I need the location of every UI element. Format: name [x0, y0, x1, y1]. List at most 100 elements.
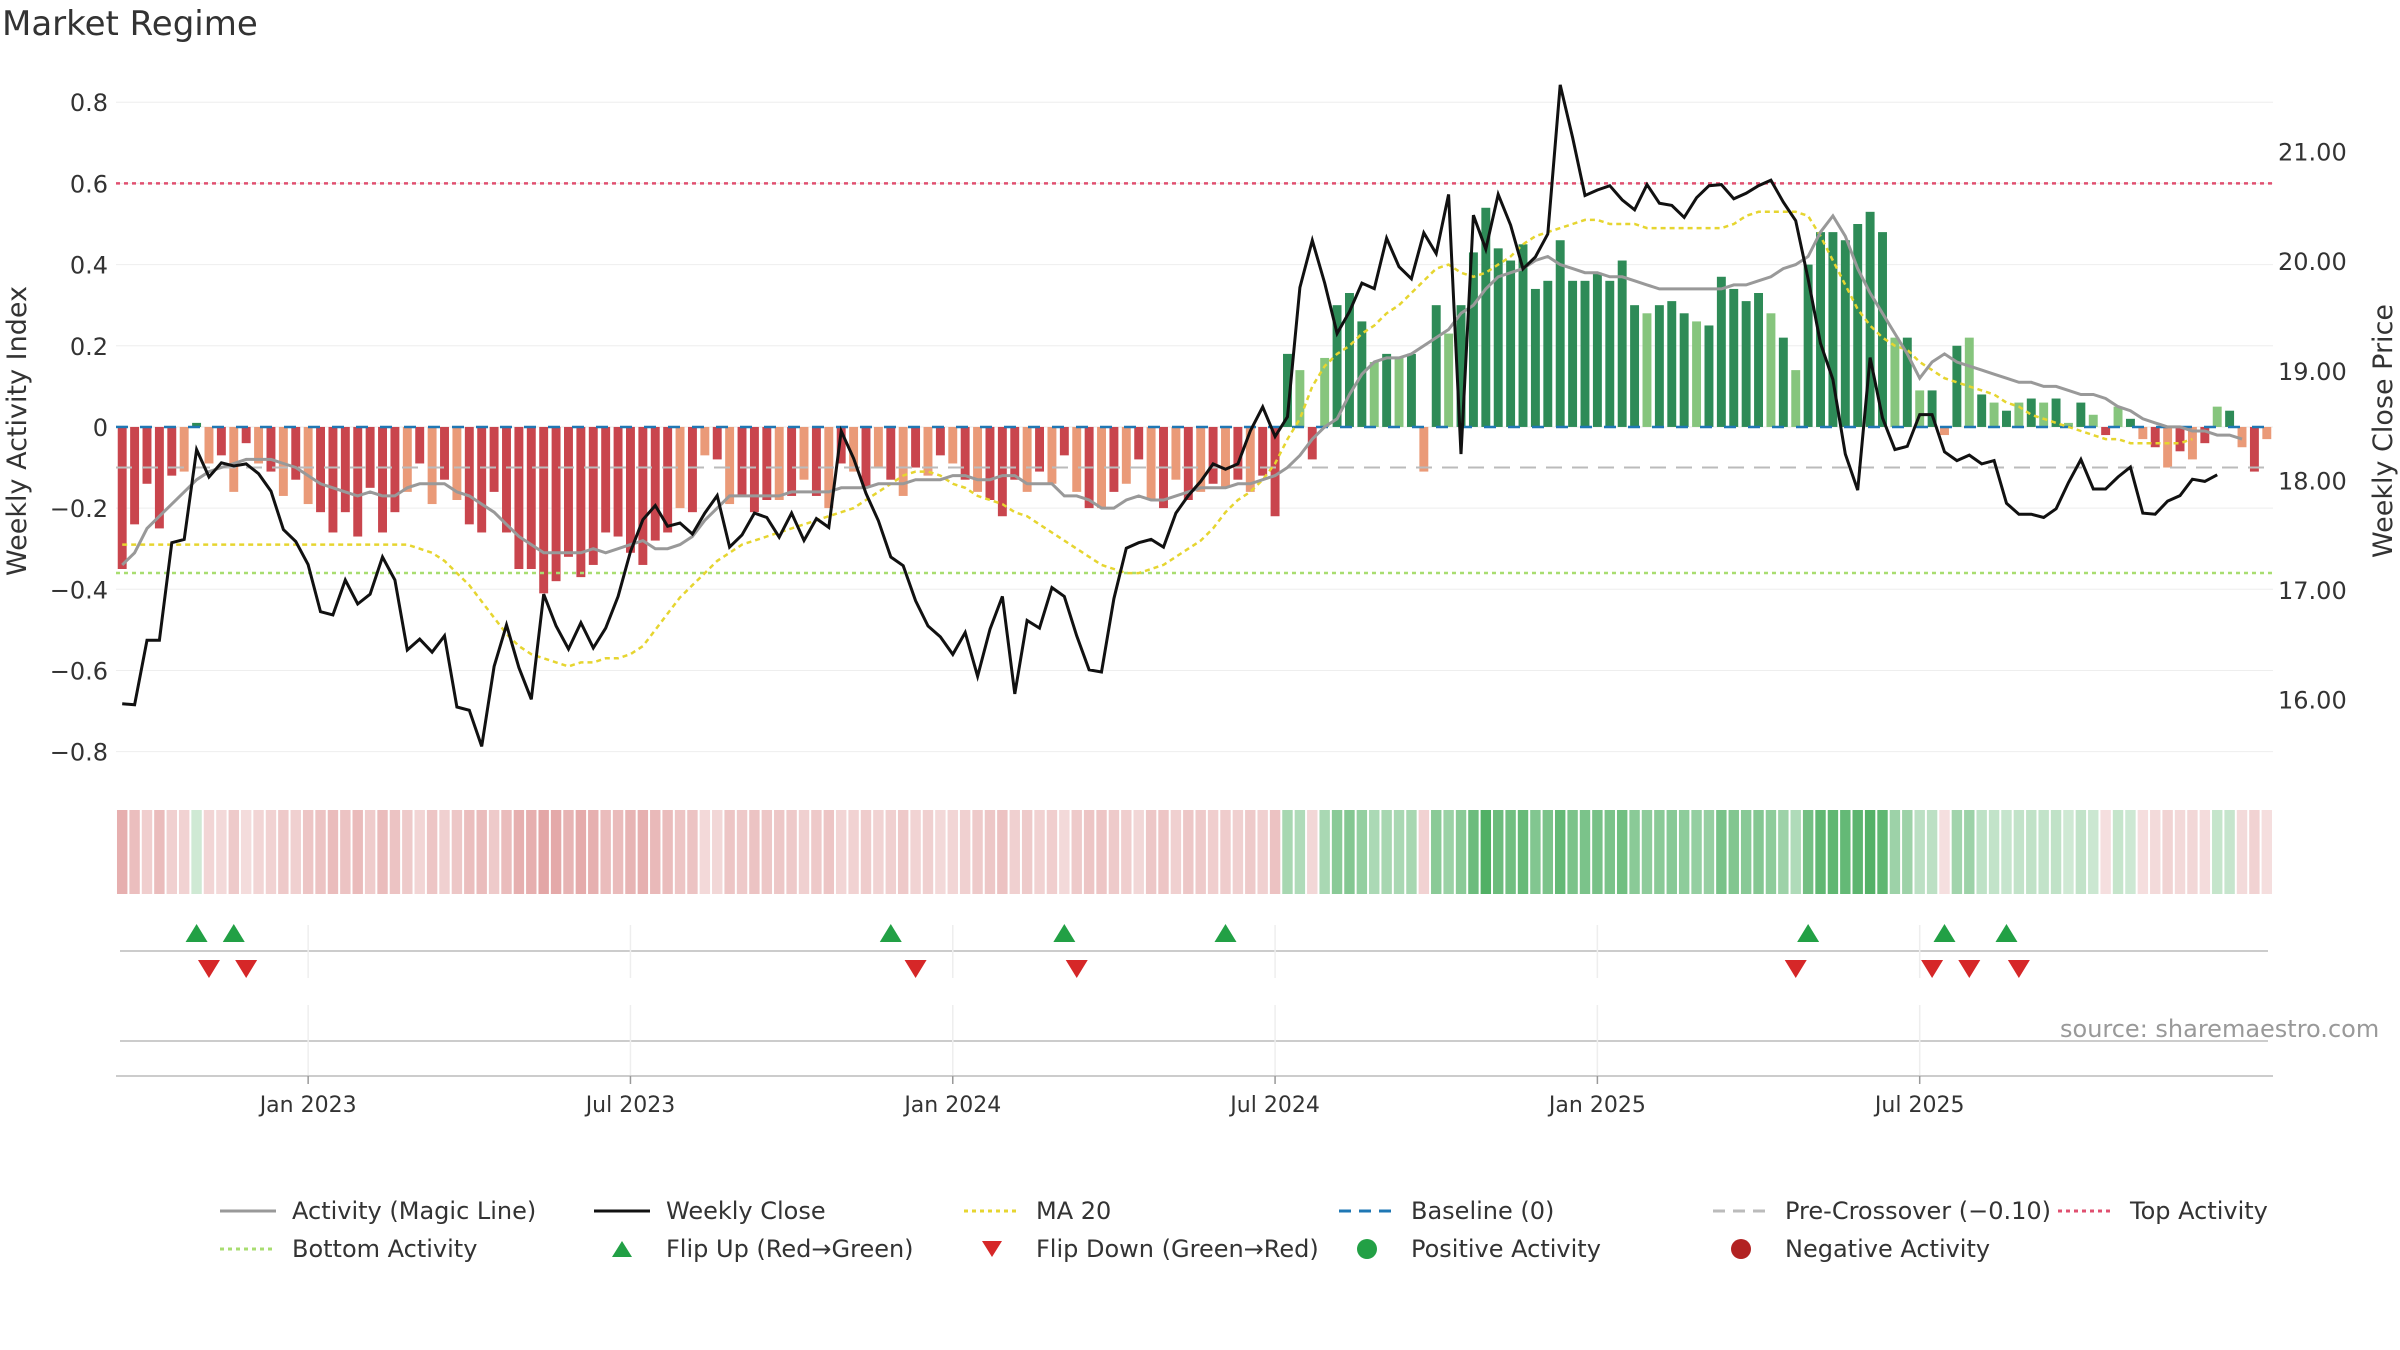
activity-bar — [1989, 402, 1999, 427]
heat-cell — [2088, 810, 2099, 894]
heat-cell — [166, 810, 177, 894]
activity-bar — [675, 426, 685, 509]
heat-cell — [1344, 810, 1355, 894]
heat-cell — [2038, 810, 2049, 894]
activity-bar — [1902, 337, 1912, 427]
heat-cell — [1183, 810, 1194, 894]
y-tick-left: 0.6 — [70, 170, 108, 198]
activity-bar — [216, 426, 226, 456]
flip-down-marker — [1921, 960, 1944, 978]
activity-bar — [1580, 280, 1590, 427]
chart-title: Market Regime — [2, 4, 258, 44]
legend-item: Pre-Crossover (−0.10) — [1711, 1197, 2051, 1225]
heat-cell — [798, 810, 810, 894]
heat-cell — [1802, 810, 1814, 894]
heat-cell — [637, 810, 649, 894]
activity-bar — [601, 426, 611, 533]
heat-cell — [1877, 810, 1888, 894]
y-tick-left: 0.4 — [70, 252, 108, 280]
heat-cell — [1059, 810, 1070, 894]
heat-cell — [1542, 810, 1554, 894]
heat-cell — [2100, 810, 2111, 894]
activity-bar — [1654, 305, 1664, 427]
activity-bar — [2262, 426, 2272, 440]
activity-bar — [1022, 426, 1032, 492]
activity-bar — [1555, 240, 1565, 427]
heat-cell — [2212, 810, 2223, 894]
heat-cell — [216, 810, 227, 894]
activity-bar — [278, 426, 288, 496]
activity-bar — [737, 426, 747, 496]
heat-cell — [1406, 810, 1417, 894]
heat-cell — [1517, 810, 1529, 894]
y-tick-left: −0.8 — [50, 739, 108, 767]
heat-cell — [178, 810, 190, 894]
activity-bar — [638, 426, 648, 565]
activity-bar — [2175, 426, 2185, 452]
activity-bar — [1605, 280, 1615, 427]
activity-bar — [1915, 390, 1925, 427]
y-tick-left: 0.8 — [70, 89, 108, 117]
heat-cell — [1369, 810, 1380, 894]
activity-bar — [489, 426, 499, 492]
activity-bar — [1245, 426, 1255, 492]
activity-bar — [1406, 353, 1416, 427]
heat-cell — [1815, 810, 1826, 894]
flip-up-marker — [185, 924, 208, 942]
activity-bar — [613, 426, 623, 537]
heat-cell — [774, 810, 785, 894]
heat-cell — [674, 810, 686, 894]
activity-bar — [2113, 406, 2123, 427]
activity-bar — [1183, 426, 1193, 500]
activity-bar — [1208, 426, 1218, 484]
y-tick-right: 17.00 — [2278, 577, 2347, 605]
activity-bar — [1481, 207, 1491, 427]
legend-line-icon — [2058, 1209, 2114, 1213]
activity-bar — [923, 426, 933, 476]
legend-label: Flip Up (Red→Green) — [666, 1235, 914, 1263]
heat-cell — [897, 810, 909, 894]
flip-up-marker — [1933, 924, 1956, 942]
heat-cell — [1716, 810, 1727, 894]
heat-cell — [2199, 810, 2211, 894]
activity-bar — [1853, 224, 1863, 427]
heat-cell — [1393, 810, 1405, 894]
activity-bar — [886, 426, 896, 480]
heat-cell — [1245, 810, 1256, 894]
flip-up-marker — [1797, 924, 1820, 942]
heat-cell — [1431, 810, 1442, 894]
activity-bar — [2125, 418, 2135, 427]
activity-bar — [911, 426, 921, 468]
activity-bar — [1729, 288, 1739, 427]
activity-bar — [440, 426, 449, 480]
activity-bar — [1146, 426, 1156, 500]
activity-bar — [1754, 293, 1764, 427]
flip-up-marker — [222, 924, 245, 942]
legend-item: Flip Down (Green→Red) — [962, 1235, 1319, 1263]
activity-bar — [836, 426, 846, 464]
activity-bar — [663, 426, 673, 533]
heat-cell — [1778, 810, 1789, 894]
legend-line-icon — [594, 1209, 650, 1213]
activity-bar — [2002, 410, 2011, 427]
activity-bar — [1134, 426, 1144, 460]
heat-cell — [302, 810, 314, 894]
heat-cell — [1579, 810, 1591, 894]
heat-cell — [736, 810, 748, 894]
activity-bar — [1097, 426, 1106, 509]
flip-down-marker — [2007, 960, 2030, 978]
heat-cell — [699, 810, 711, 894]
heat-cell — [1108, 810, 1120, 894]
heat-cell — [922, 810, 934, 894]
activity-bar — [687, 426, 697, 513]
heat-cell — [228, 810, 239, 894]
heat-cell — [823, 810, 835, 894]
activity-bar — [2014, 402, 2024, 427]
heat-cell — [1889, 810, 1901, 894]
activity-bar — [1283, 353, 1292, 427]
activity-bar — [712, 426, 722, 460]
heat-cell — [724, 810, 735, 894]
y-axis-label-right: Weekly Close Price — [2368, 304, 2399, 558]
activity-bar — [1791, 370, 1801, 427]
heat-cell — [1530, 810, 1541, 894]
